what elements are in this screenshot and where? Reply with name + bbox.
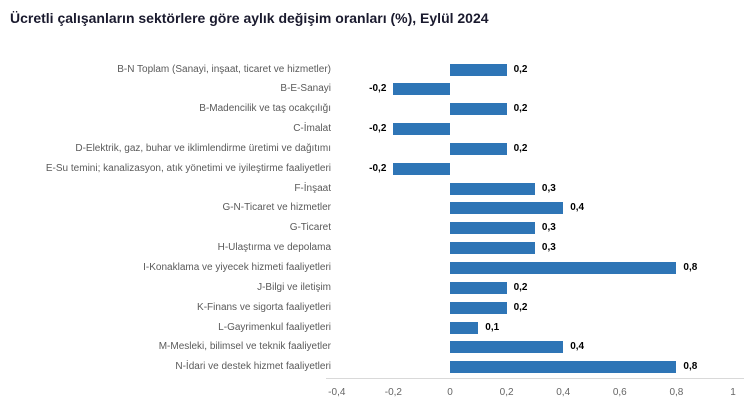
- category-label: G-N-Ticaret ve hizmetler: [222, 202, 331, 214]
- value-label: 0,2: [513, 281, 528, 293]
- bar: [393, 123, 450, 136]
- category-label: E-Su temini; kanalizasyon, atık yönetimi…: [45, 162, 331, 174]
- value-label: 0,2: [513, 63, 528, 75]
- value-label: 0,3: [541, 222, 556, 234]
- value-label: 0,3: [541, 182, 556, 194]
- x-tick-label: 1: [730, 387, 736, 398]
- category-label: G-Ticaret: [289, 222, 331, 234]
- value-label: 0,2: [513, 142, 528, 154]
- value-label: 0,1: [485, 321, 500, 333]
- bar: [450, 281, 507, 294]
- value-label: 0,4: [570, 341, 585, 353]
- category-label: L-Gayrimenkul faaliyetleri: [218, 321, 331, 333]
- x-tick-label: 0,6: [612, 387, 627, 398]
- bar: [450, 202, 564, 215]
- bar: [450, 361, 677, 374]
- x-tick-label: -0,2: [384, 387, 402, 398]
- bar: [450, 142, 507, 155]
- value-label: -0,2: [369, 123, 387, 135]
- x-tick-label: 0: [447, 387, 453, 398]
- category-label: I-Konaklama ve yiyecek hizmeti faaliyetl…: [143, 262, 331, 273]
- value-label: 0,8: [683, 262, 698, 273]
- bar: [450, 103, 507, 116]
- bar: [450, 262, 677, 274]
- x-tick-label: 0,4: [556, 387, 571, 398]
- category-label: B-N Toplam (Sanayi, inşaat, ticaret ve h…: [117, 63, 331, 75]
- bar: [393, 162, 450, 175]
- value-label: 0,3: [541, 242, 556, 254]
- bar: [450, 222, 535, 235]
- category-label: B-Madencilik ve taş ocakçılığı: [199, 103, 331, 115]
- x-axis-line: [326, 378, 744, 379]
- bar: [450, 242, 535, 255]
- bar: [450, 341, 564, 354]
- category-label: H-Ulaştırma ve depolama: [217, 242, 331, 254]
- bar: [393, 83, 450, 96]
- x-tick-label: 0,8: [669, 387, 684, 398]
- value-label: -0,2: [369, 83, 387, 95]
- category-label: J-Bilgi ve iletişim: [257, 281, 331, 293]
- x-tick-label: -0,4: [328, 387, 346, 398]
- category-label: M-Mesleki, bilimsel ve teknik faaliyetle…: [158, 341, 331, 353]
- bar: [450, 182, 535, 195]
- value-label: 0,2: [513, 103, 528, 115]
- bar: [450, 321, 479, 334]
- category-label: B-E-Sanayi: [280, 83, 331, 95]
- value-label: 0,8: [683, 361, 698, 373]
- category-label: K-Finans ve sigorta faaliyetleri: [197, 301, 331, 313]
- value-label: 0,2: [513, 301, 528, 313]
- bar: [450, 63, 507, 76]
- category-label: N-İdari ve destek hizmet faaliyetleri: [175, 361, 331, 373]
- category-label: F-İnşaat: [294, 182, 331, 194]
- chart-title: Ücretli çalışanların sektörlere göre ayl…: [10, 10, 489, 26]
- x-tick-label: 0,2: [499, 387, 514, 398]
- value-label: -0,2: [369, 162, 387, 174]
- bar: [450, 301, 507, 314]
- value-label: 0,4: [570, 202, 585, 214]
- category-label: D-Elektrik, gaz, buhar ve iklimlendirme …: [75, 142, 331, 154]
- category-label: C-İmalat: [293, 123, 331, 135]
